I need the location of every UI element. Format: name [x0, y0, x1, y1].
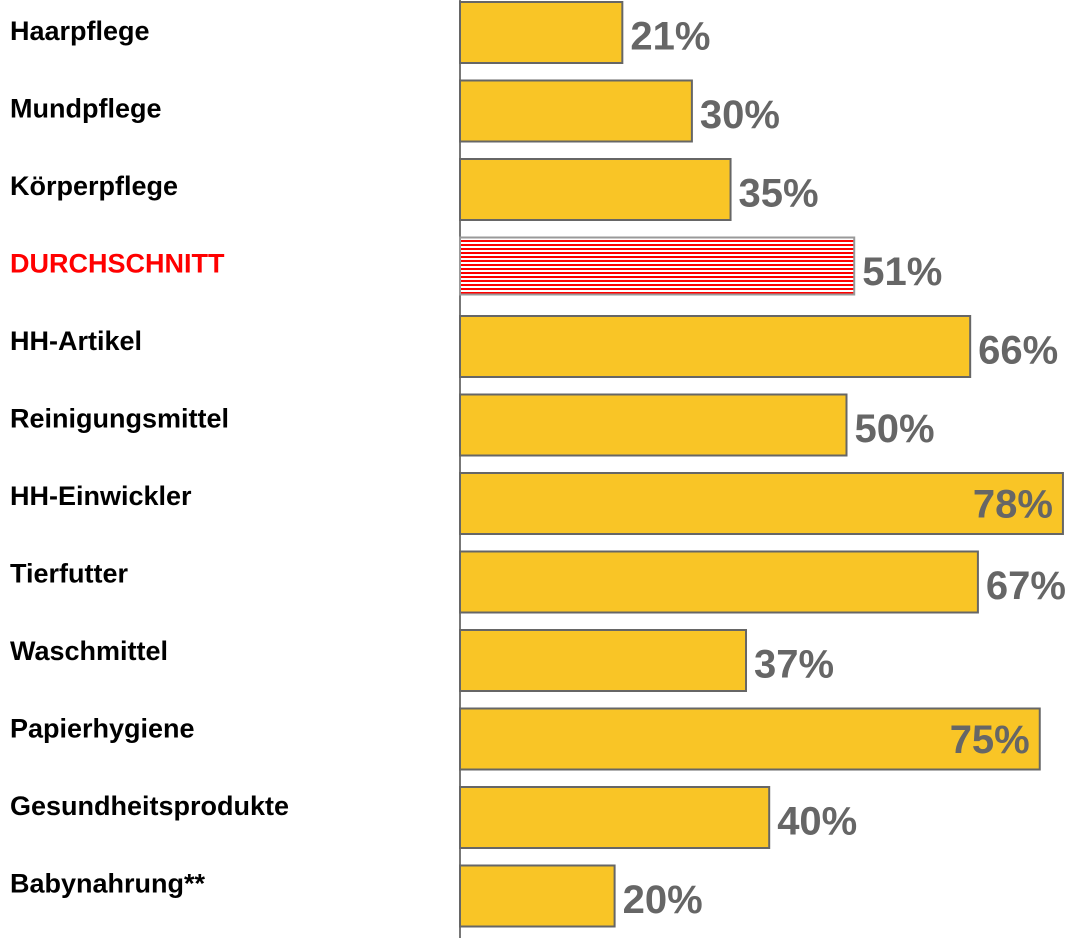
bar [459, 707, 1041, 771]
category-label: Körperpflege [10, 171, 178, 201]
category-label: Waschmittel [10, 636, 168, 666]
value-label: 67% [986, 564, 1066, 608]
bar [459, 629, 748, 692]
category-label: Reinigungsmittel [10, 404, 229, 434]
value-label: 21% [630, 15, 710, 59]
bar [459, 1, 624, 64]
value-label: 78% [973, 483, 1053, 527]
category-label: Gesundheitsprodukte [10, 791, 289, 821]
bar [459, 472, 1064, 535]
bar [459, 158, 732, 221]
bar [459, 864, 616, 928]
value-label: 35% [739, 172, 819, 216]
value-label: 37% [754, 643, 834, 687]
category-label: Babynahrung** [10, 869, 206, 899]
bar [459, 393, 848, 457]
bar [459, 79, 693, 143]
category-label: HH-Einwickler [10, 481, 192, 511]
value-label: 50% [855, 407, 935, 451]
value-label: 51% [862, 250, 942, 294]
category-label: Tierfutter [10, 559, 129, 589]
category-label: Papierhygiene [10, 714, 195, 744]
category-label: Mundpflege [10, 94, 161, 124]
category-label: DURCHSCHNITT [10, 249, 225, 279]
value-label: 40% [777, 800, 857, 844]
bar [459, 315, 972, 378]
value-label: 75% [950, 718, 1030, 762]
bar [459, 550, 979, 614]
category-label: HH-Artikel [10, 326, 142, 356]
value-label: 66% [978, 329, 1058, 373]
bar [459, 236, 856, 296]
value-label: 30% [700, 93, 780, 137]
bar [459, 786, 771, 849]
category-label: Haarpflege [10, 16, 150, 46]
value-label: 20% [623, 878, 703, 922]
